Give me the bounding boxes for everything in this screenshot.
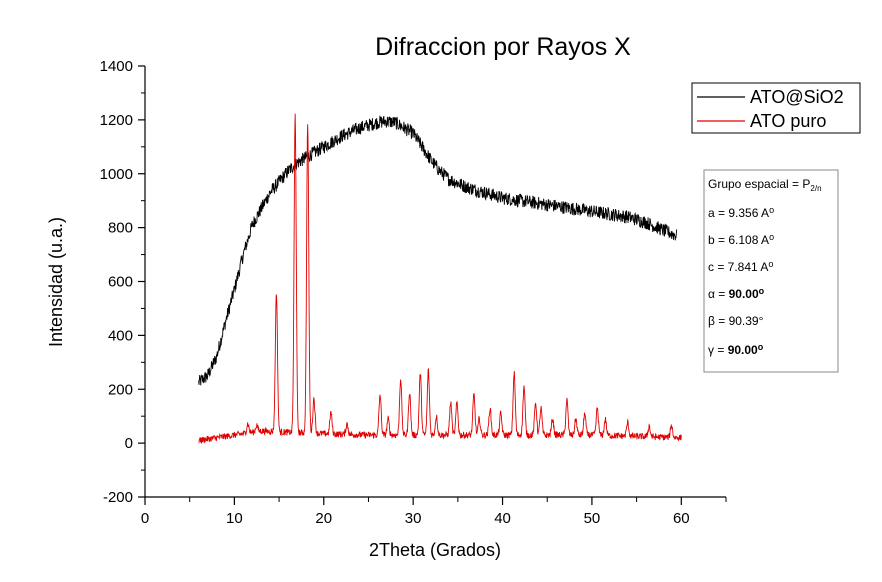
info-line: Grupo espacial = P2/n [708,177,822,193]
info-line: a = 9.356 Ao [708,205,774,220]
legend: ATO@SiO2 ATO puro [691,82,861,134]
x-tick-label: 60 [673,510,690,527]
y-tick-label: 1400 [100,58,133,75]
y-axis-label: Intensidad (u.a.) [46,217,66,347]
series-line-ato-puro [198,113,682,445]
info-box-frame [703,169,839,373]
axes: -200 0 200 400 600 800 1000 1200 1400 0 10 20 30 40 50… [100,58,727,527]
info-line: α = 90.00o [708,286,765,301]
x-tick-label: 0 [141,510,149,527]
legend-box [691,82,861,134]
info-line: γ = 90.00o [708,342,764,357]
x-tick-label: 20 [315,510,332,527]
x-tick-label: 40 [494,510,511,527]
y-tick-label: 200 [108,381,133,398]
chart-title: Difraccion por Rayos X [375,33,631,61]
x-tick-label: 50 [584,510,601,527]
y-tick-label: 400 [108,327,133,344]
y-tick-label: -200 [103,489,133,506]
y-tick-label: 1200 [100,112,133,129]
y-tick-label: 0 [125,435,133,452]
x-tick-label: 30 [405,510,422,527]
legend-label: ATO@SiO2 [750,87,844,107]
y-tick-label: 800 [108,220,133,237]
x-tick-label: 10 [226,510,243,527]
info-line: β = 90.39° [708,314,764,328]
legend-label: ATO puro [750,111,826,131]
info-line: b = 6.108 Ao [708,232,774,247]
info-line: c = 7.841 Ao [708,259,773,274]
plot-area [198,113,682,445]
info-box: Grupo espacial = P2/n a = 9.356 Ao b = 6.1… [703,169,839,373]
y-tick-label: 600 [108,274,133,291]
series-line-ato-sio2 [198,115,678,386]
x-axis-label: 2Theta (Grados) [369,540,501,560]
y-tick-label: 1000 [100,166,133,183]
